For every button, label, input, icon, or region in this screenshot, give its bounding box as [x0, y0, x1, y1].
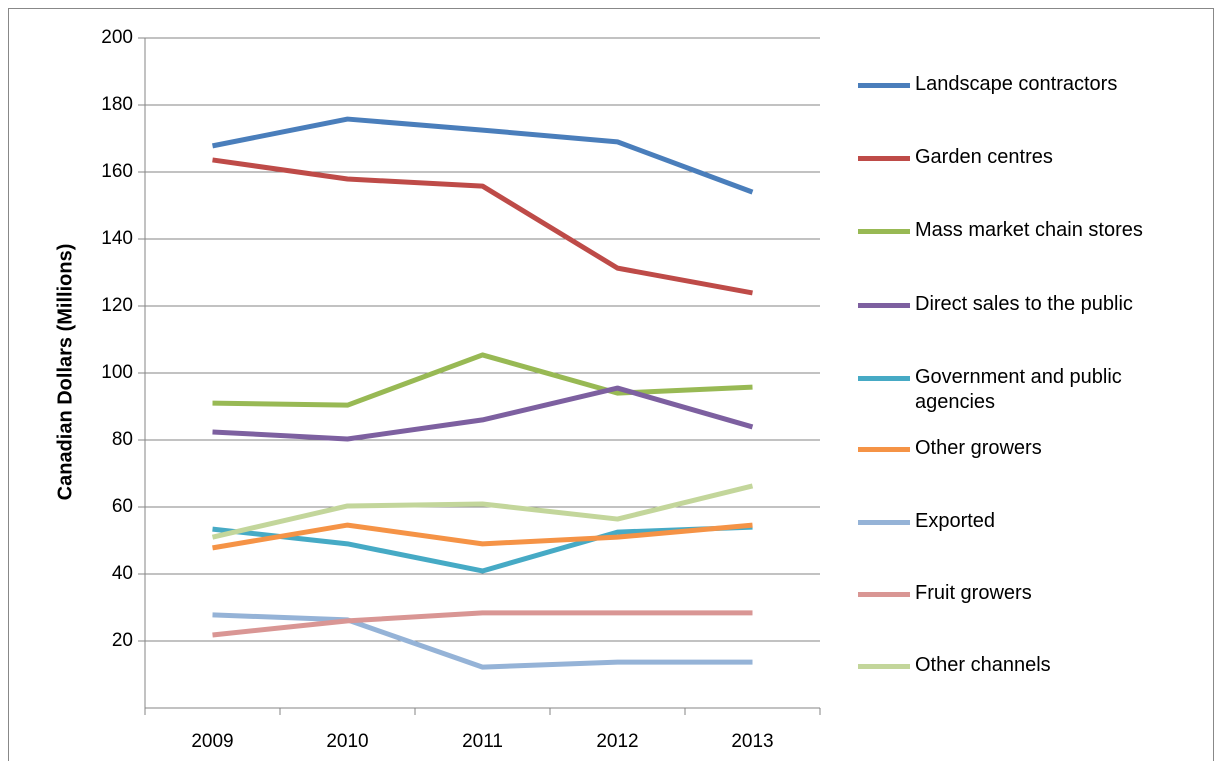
y-tick-label: 180	[101, 94, 133, 115]
series-line	[212, 157, 753, 296]
legend-swatch	[858, 664, 910, 669]
y-tick-label: 140	[101, 228, 133, 249]
legend-swatch	[858, 520, 910, 525]
series-line	[212, 385, 754, 442]
series-line	[212, 116, 754, 195]
legend-item: Fruit growers	[858, 581, 1218, 606]
y-tick-label: 80	[112, 429, 133, 450]
x-tick-label: 2012	[596, 731, 638, 752]
series-line	[212, 524, 753, 574]
x-tick-label: 2009	[191, 731, 233, 752]
legend-swatch	[858, 592, 910, 597]
legend-label: Other channels	[915, 654, 1051, 676]
chart-border	[8, 8, 1214, 761]
legend-item: Government and public agencies	[858, 365, 1218, 415]
legend-item: Landscape contractors	[858, 72, 1218, 97]
legend-label: Fruit growers	[915, 582, 1032, 604]
legend-item: Direct sales to the public	[858, 292, 1218, 317]
x-tick-label: 2011	[462, 731, 503, 752]
legend-swatch	[858, 229, 910, 234]
legend-label: Landscape contractors	[915, 73, 1118, 95]
legend-swatch	[858, 447, 910, 452]
y-tick-label: 160	[101, 161, 133, 182]
y-tick-label: 120	[101, 295, 133, 316]
legend-label: Garden centres	[915, 146, 1053, 168]
x-tick-label: 2013	[731, 731, 773, 752]
legend-swatch	[858, 303, 910, 308]
x-tick-label: 2010	[326, 731, 368, 752]
legend-swatch	[858, 156, 910, 161]
series-line	[212, 522, 753, 551]
legend-item: Garden centres	[858, 145, 1218, 170]
y-tick-label: 40	[112, 563, 133, 584]
legend-label: Direct sales to the public	[915, 293, 1133, 315]
series-line	[212, 612, 753, 670]
series-line	[212, 352, 753, 408]
legend-item: Other growers	[858, 436, 1218, 461]
legend-label: Exported	[915, 510, 996, 532]
y-tick-label: 100	[101, 362, 133, 383]
legend-item: Other channels	[858, 653, 1218, 678]
legend-item: Exported	[858, 509, 1218, 534]
y-tick-label: 200	[101, 27, 133, 48]
y-tick-label: 20	[112, 630, 133, 651]
legend-label: Government and public agencies	[915, 366, 1122, 413]
legend-label: Mass market chain stores	[915, 219, 1143, 241]
y-axis-title: Canadian Dollars (Millions)	[54, 244, 76, 501]
series-line	[211, 483, 754, 540]
legend-swatch	[858, 376, 910, 381]
series-line	[212, 610, 753, 638]
legend-swatch	[858, 83, 910, 88]
legend-label: Other growers	[915, 437, 1042, 459]
y-tick-label: 60	[112, 496, 133, 517]
legend-item: Mass market chain stores	[858, 218, 1218, 243]
